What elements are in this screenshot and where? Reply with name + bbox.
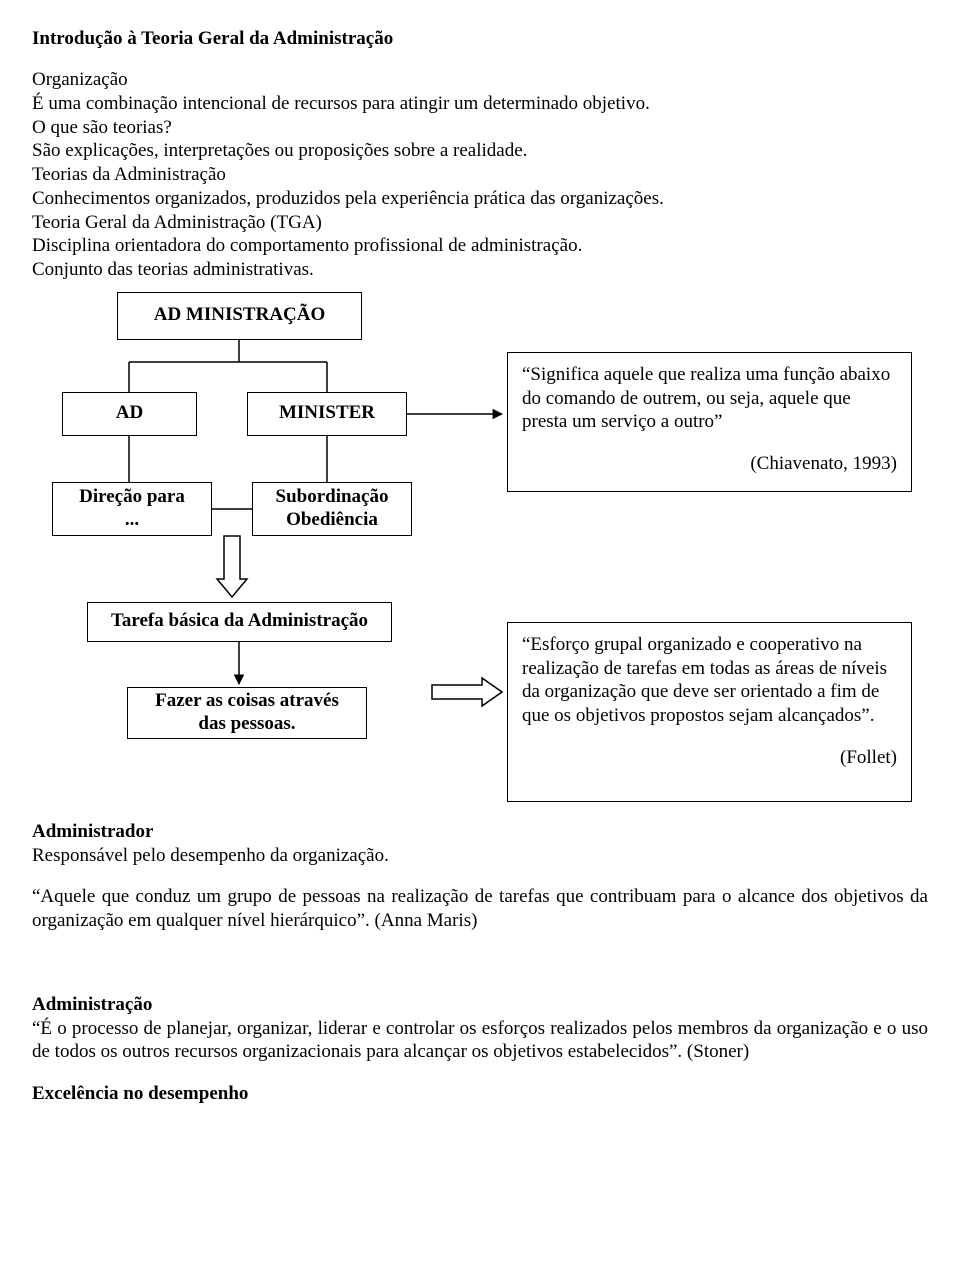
flowchart-node-tarefa: Tarefa básica da Administração <box>87 602 392 642</box>
etymology-flowchart: AD MINISTRAÇÃO AD MINISTER Direção para... S… <box>32 292 928 812</box>
quote-follet-cite: (Follet) <box>522 746 897 770</box>
quote-follet-text: “Esforço grupal organizado e cooperativo… <box>522 633 897 728</box>
sec1-body: É uma combinação intencional de recursos… <box>32 92 928 116</box>
page: Introdução à Teoria Geral da Administraç… <box>0 0 960 1263</box>
flowchart-node-dir: Direção para... <box>52 482 212 536</box>
flowchart-node-sub: SubordinaçãoObediência <box>252 482 412 536</box>
sec4-body-1: Disciplina orientadora do comportamento … <box>32 234 928 258</box>
quote-chiavenato-cite: (Chiavenato, 1993) <box>522 452 897 476</box>
sec3-heading: Teorias da Administração <box>32 163 928 187</box>
sec5-body: Responsável pelo desempenho da organizaç… <box>32 844 928 868</box>
page-title: Introdução à Teoria Geral da Administraç… <box>32 28 928 50</box>
sec6-body: “É o processo de planejar, organizar, li… <box>32 1017 928 1065</box>
quote-anna-maris: “Aquele que conduz um grupo de pessoas n… <box>32 885 928 933</box>
sec4-body-2: Conjunto das teorias administrativas. <box>32 258 928 282</box>
flowchart-node-ad: AD <box>62 392 197 436</box>
sec2-body: São explicações, interpretações ou propo… <box>32 139 928 163</box>
sec2-heading: O que são teorias? <box>32 116 928 140</box>
quote-follet: “Esforço grupal organizado e cooperativo… <box>507 622 912 802</box>
quote-chiavenato-text: “Significa aquele que realiza uma função… <box>522 363 897 434</box>
sec1-heading: Organização <box>32 68 928 92</box>
sec6-heading: Administração <box>32 993 928 1017</box>
flowchart-node-fazer: Fazer as coisas atravésdas pessoas. <box>127 687 367 739</box>
sec4-heading: Teoria Geral da Administração (TGA) <box>32 211 928 235</box>
sec7-heading: Excelência no desempenho <box>32 1082 928 1106</box>
flowchart-node-root: AD MINISTRAÇÃO <box>117 292 362 340</box>
sec3-body: Conhecimentos organizados, produzidos pe… <box>32 187 928 211</box>
sec5-heading: Administrador <box>32 820 928 844</box>
quote-chiavenato: “Significa aquele que realiza uma função… <box>507 352 912 492</box>
flowchart-node-min: MINISTER <box>247 392 407 436</box>
